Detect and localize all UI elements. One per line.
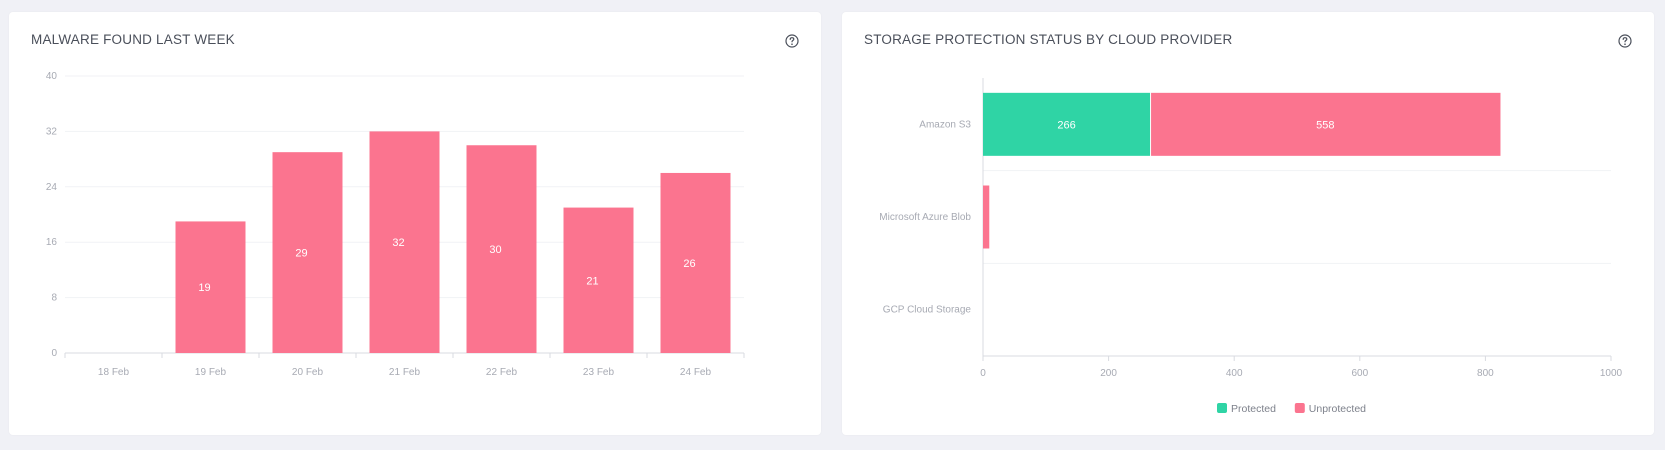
y-tick-label: 32 [46,126,58,137]
bar-data-label: 266 [1057,119,1075,131]
legend-swatch [1217,403,1227,413]
malware-card-title: MALWARE FOUND LAST WEEK [31,32,235,47]
x-tick-label: 22 Feb [486,367,518,378]
question-circle-icon[interactable] [785,34,799,48]
x-tick-label: 21 Feb [389,367,421,378]
storage-protection-card: STORAGE PROTECTION STATUS BY CLOUD PROVI… [842,12,1654,435]
x-tick-label: 24 Feb [680,367,712,378]
bar [272,152,343,353]
y-tick-label: 0 [51,348,57,359]
bar [466,145,537,353]
bar [175,221,246,353]
legend-swatch [1294,403,1305,413]
bar-data-label: 19 [198,282,210,294]
y-tick-label: 16 [46,237,58,248]
legend-item: Unprotected [1294,403,1366,415]
y-tick-label: 8 [51,293,57,304]
y-tick-label: 40 [46,71,58,82]
bar-segment [1151,92,1501,156]
bar [369,131,440,353]
storage-protection-stacked-bar-chart: 0 200 400 600 800 1000 Amazon S3 266 558 Microsof… [879,78,1623,415]
bar-data-label: 30 [489,244,501,256]
bar [563,207,634,353]
y-tick-label: GCP Cloud Storage [883,305,972,316]
malware-card: MALWARE FOUND LAST WEEK 0 8 16 24 32 40 18 Feb… [9,12,821,435]
storage-protection-card-title: STORAGE PROTECTION STATUS BY CLOUD PROVI… [864,32,1233,47]
x-tick-label: 600 [1351,368,1368,379]
bar [660,172,731,353]
x-tick-label: 200 [1100,368,1117,379]
y-tick-label: Microsoft Azure Blob [879,212,971,223]
x-tick-label: 20 Feb [292,367,324,378]
legend-item: Protected [1217,403,1276,415]
bar-data-label: 558 [1316,119,1334,131]
bar-data-label: 26 [683,258,695,270]
x-tick-label: 0 [980,368,986,379]
x-tick-label: 400 [1226,368,1243,379]
x-tick-label: 18 Feb [98,367,130,378]
bar-data-label: 29 [295,248,307,260]
bar-data-label: 21 [586,275,598,287]
y-tick-label: Amazon S3 [919,119,971,130]
legend-label: Unprotected [1309,403,1366,415]
bar-segment [983,185,990,249]
legend-label: Protected [1231,403,1276,415]
malware-bar-chart: 0 8 16 24 32 40 18 Feb 19 Feb 19 20 Feb 29 21 Feb 32… [46,71,745,378]
x-tick-label: 19 Feb [195,367,227,378]
x-tick-label: 1000 [1600,368,1623,379]
bar-data-label: 32 [392,237,404,249]
x-tick-label: 23 Feb [583,367,615,378]
y-tick-label: 24 [46,182,58,193]
question-circle-icon[interactable] [1618,34,1632,48]
x-tick-label: 800 [1477,368,1494,379]
bar-segment [983,92,1151,156]
